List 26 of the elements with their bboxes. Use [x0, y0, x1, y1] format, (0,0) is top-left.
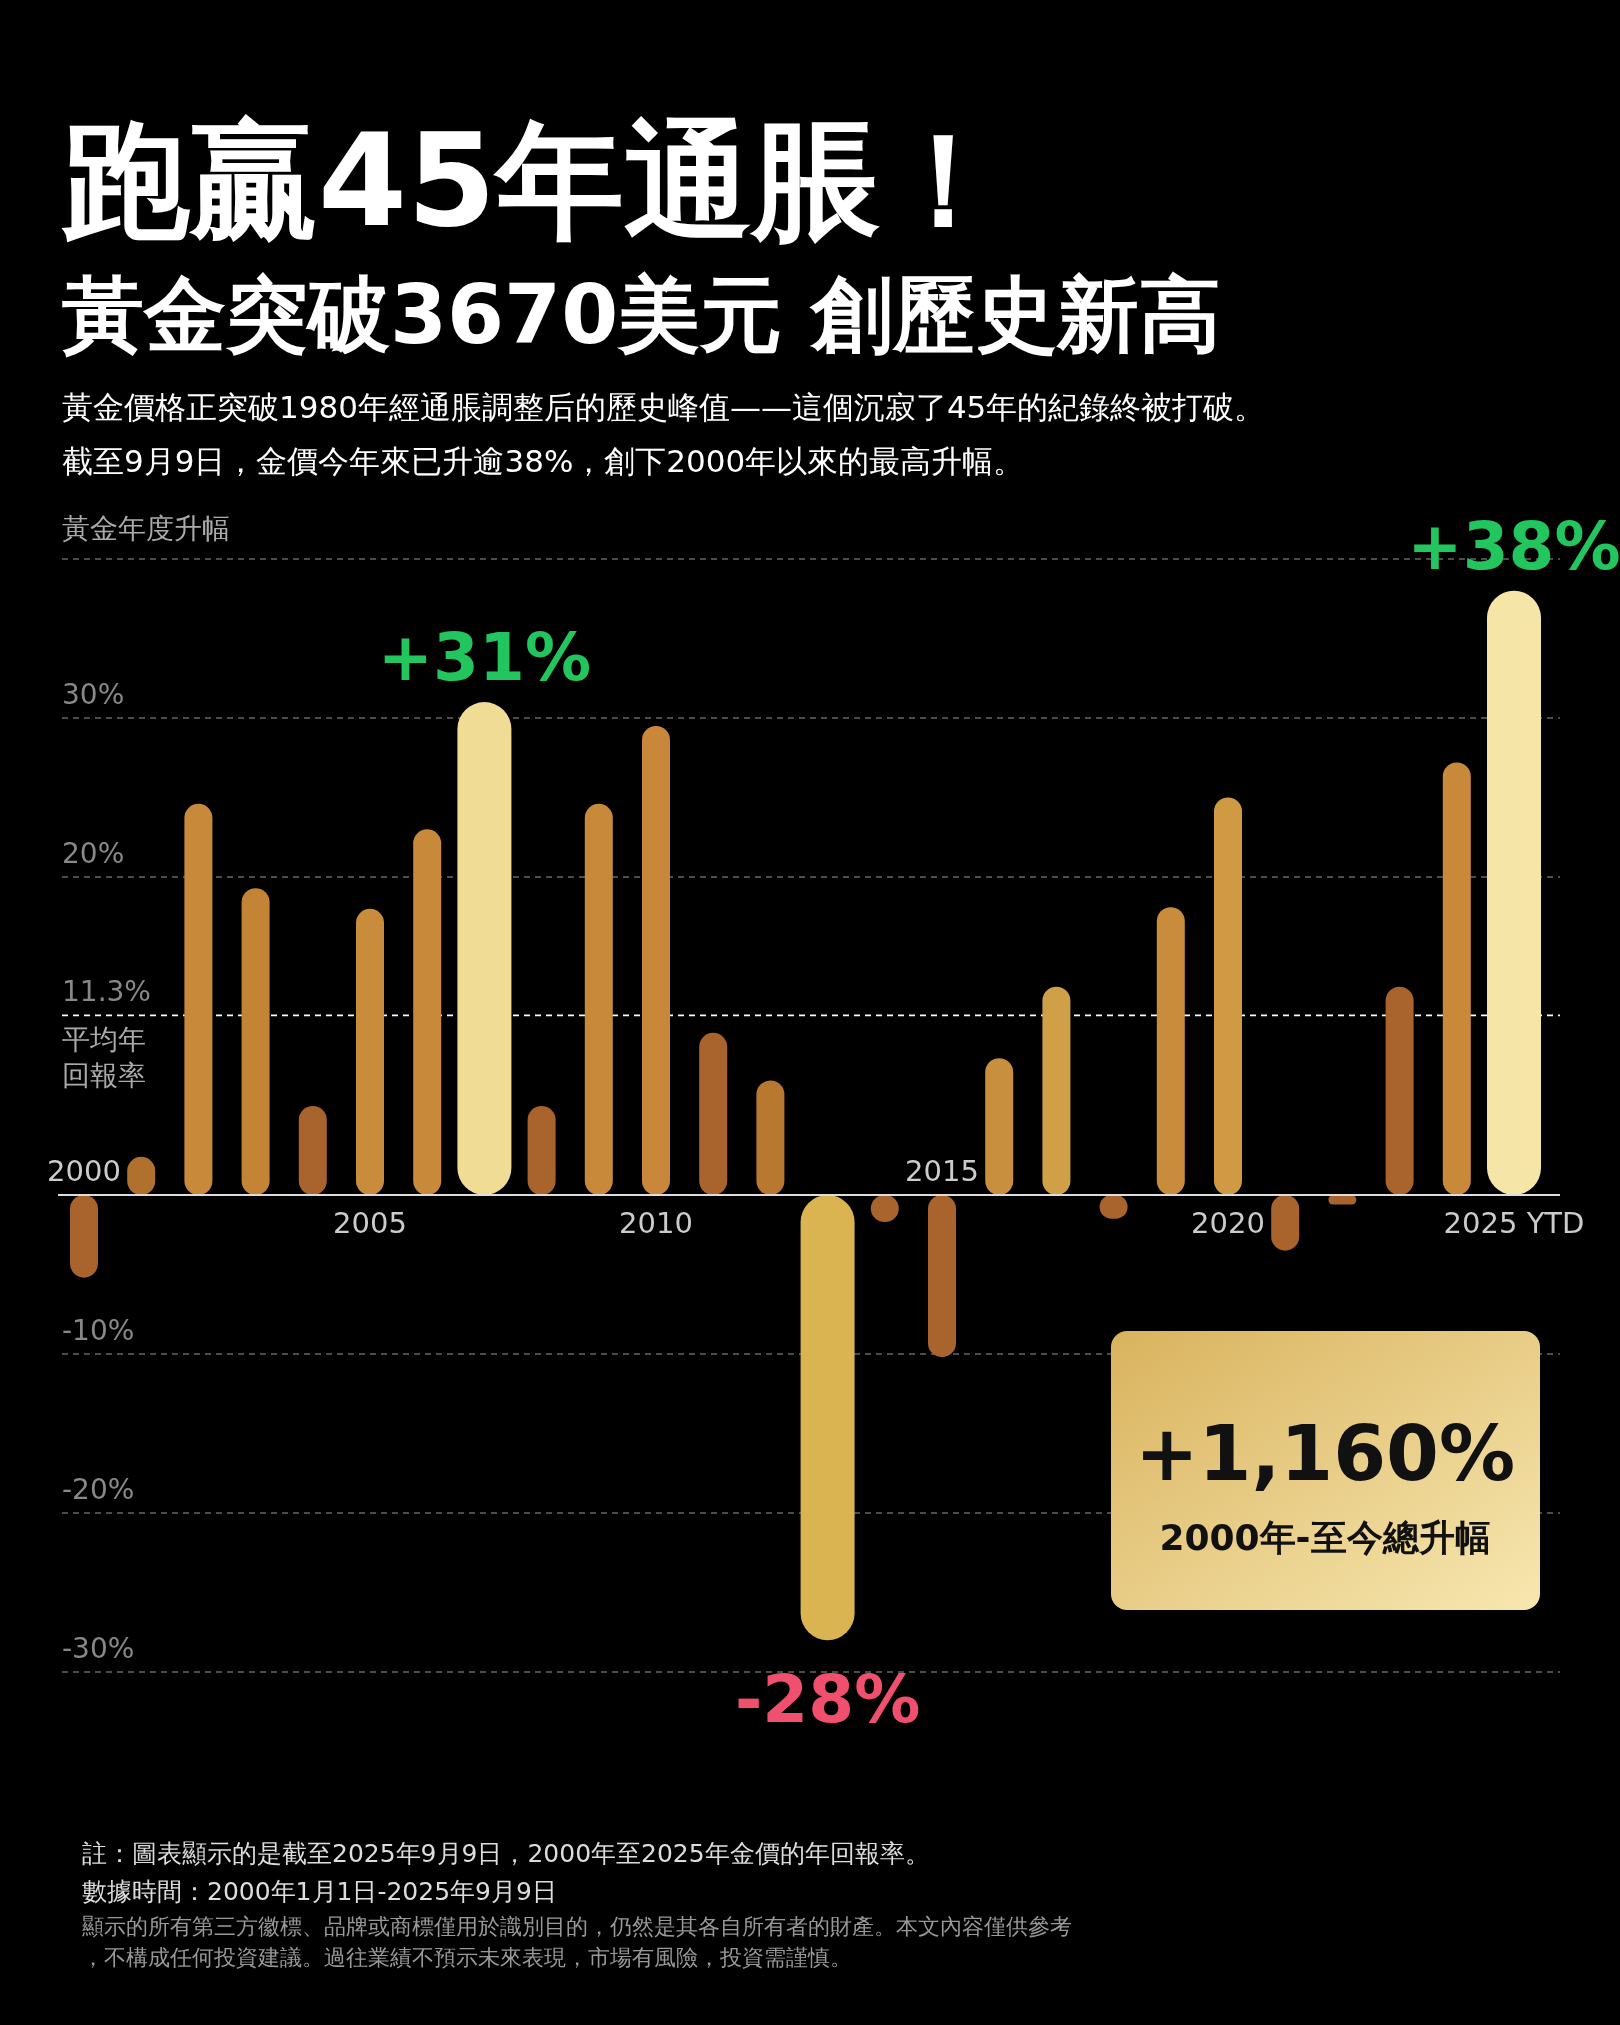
ref-line-label: 平均年回報率 — [62, 1023, 146, 1093]
data-label: -28% — [734, 1661, 921, 1739]
x-tick-label: 2000 — [47, 1154, 121, 1188]
annotation: +1,160% — [1134, 1409, 1516, 1498]
text: 數據時間：2000年1月1日-2025年9月9日 — [82, 1877, 557, 1906]
y-tick-label: -10% — [62, 1314, 135, 1347]
annotation: 2000年-至今總升幅 — [1159, 1517, 1491, 1558]
x-tick-label: 2005 — [333, 1206, 407, 1240]
text: 截至9月9日，金價今年來已升逾38%，創下2000年以來的最高升幅。 — [62, 443, 1025, 479]
x-tick-label: 2015 — [905, 1154, 979, 1188]
data-label: +31% — [377, 619, 592, 697]
x-tick-label: 2020 — [1191, 1206, 1265, 1240]
text: 顯示的所有第三方徽標、品牌或商標僅用於識別目的，仍然是其各自所有者的財產。本文內容僅供參考，不構成任何投資建議。過往業績不預示未來表現，市場有風險，投資需謹慎。 — [82, 1914, 1072, 1970]
y-tick-label: 30% — [62, 678, 125, 711]
y-axis-title: 黃金年度升幅 — [62, 512, 230, 545]
y-tick-label: 11.3% — [62, 975, 151, 1009]
x-tick-label: 2025 YTD — [1443, 1206, 1585, 1240]
x-tick-label: 2010 — [619, 1206, 693, 1240]
data-label: +38% — [1407, 507, 1620, 585]
chart-subtitle: 黃金突破3670美元 創歷史新高 — [62, 267, 1221, 362]
y-tick-label: -30% — [62, 1632, 135, 1665]
y-tick-label: 20% — [62, 837, 125, 870]
chart-title: 跑贏45年通脹！ — [61, 106, 1009, 255]
y-tick-label: -20% — [62, 1473, 135, 1506]
text: 註：圖表顯示的是截至2025年9月9日，2000年至2025年金價的年回報率。 — [82, 1839, 930, 1868]
text: 黃金價格正突破1980年經通脹調整后的歷史峰值——這個沉寂了45年的紀錄終被打破。 — [62, 389, 1266, 425]
